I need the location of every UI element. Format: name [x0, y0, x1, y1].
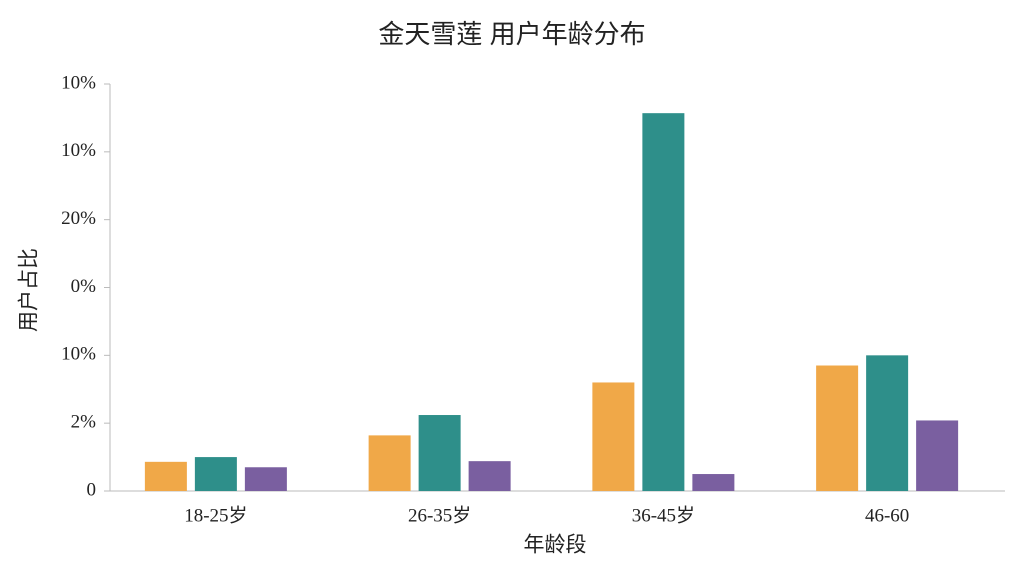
y-axis-label: 用户占比 [18, 248, 41, 332]
y-tick-label: 10% [61, 344, 96, 365]
x-tick-label: 18-25岁 [184, 504, 247, 526]
bar [866, 355, 909, 491]
y-tick-label: 0% [71, 276, 97, 297]
bar [368, 435, 411, 491]
bar [916, 420, 959, 491]
y-tick-label: 10% [61, 140, 96, 161]
bar [816, 365, 859, 491]
x-tick-label: 46-60 [865, 505, 909, 526]
y-tick-label: 2% [71, 412, 97, 433]
y-tick-label: 0 [87, 479, 97, 500]
bar [468, 461, 511, 491]
bar [692, 474, 735, 491]
x-axis-label: 年龄段 [524, 534, 587, 557]
chart-title: 金天雪莲 用户年龄分布 [378, 19, 645, 49]
y-tick-label: 10% [61, 72, 96, 93]
bar [244, 467, 287, 491]
bar [642, 113, 685, 491]
x-tick-label: 26-35岁 [408, 504, 471, 526]
x-tick-label: 36-45岁 [632, 504, 695, 526]
bar [144, 461, 187, 491]
bar [592, 382, 635, 491]
y-tick-label: 20% [61, 208, 96, 229]
bar [418, 415, 461, 491]
bar [194, 457, 237, 491]
